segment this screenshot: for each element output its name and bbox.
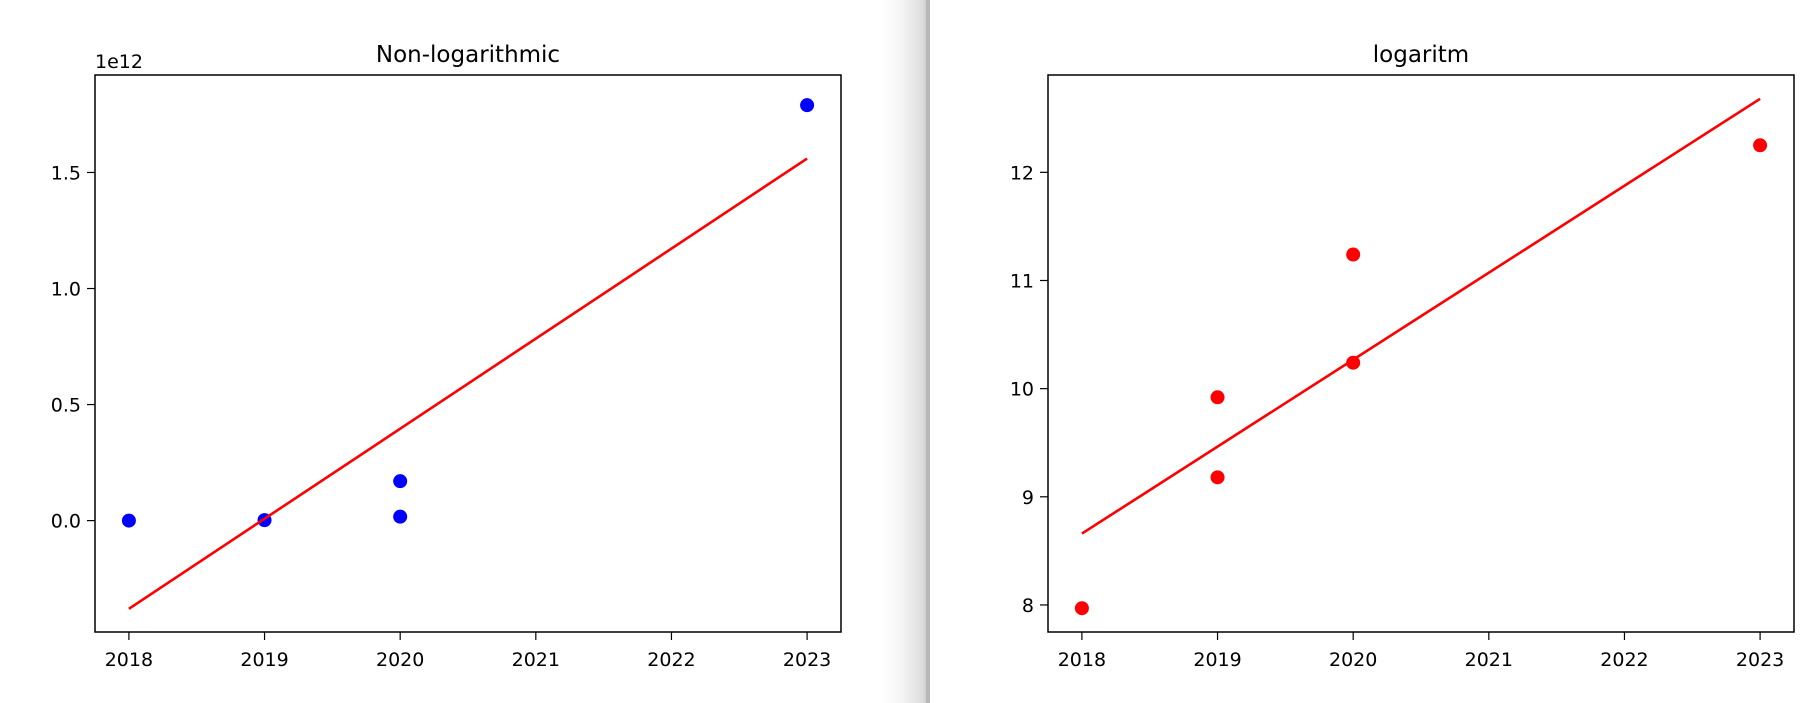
chart2-data-point-6 <box>1753 138 1768 153</box>
chart1-data-point-1 <box>121 513 136 528</box>
chart2-x-tick-label: 2018 <box>1058 649 1106 671</box>
chart2-x-tick-label: 2020 <box>1329 649 1377 671</box>
logarithmic-chart: logaritm 2018 2019 2020 2021 2022 2023 8 9 10 11 12 <box>1010 42 1795 671</box>
chart1-x-tick-label: 2021 <box>512 649 560 671</box>
chart2-title: logaritm <box>1373 42 1469 68</box>
chart1-x-tick-label: 2023 <box>783 649 831 671</box>
chart2-data-point-1 <box>1074 601 1089 616</box>
chart2-data-point-2 <box>1210 390 1225 405</box>
chart1-offset-text: 1e12 <box>95 51 143 73</box>
chart2-data-point-5 <box>1346 355 1361 370</box>
chart1-y-tick-label: 1.5 <box>51 162 81 184</box>
chart1-x-tick-label: 2022 <box>647 649 695 671</box>
chart1-plot-frame <box>94 74 842 633</box>
chart2-data-point-4 <box>1346 247 1361 262</box>
chart1-data-point-3 <box>393 474 408 489</box>
panel-divider-line <box>926 0 930 703</box>
non-logarithmic-chart: Non-logarithmic 1e12 2018 2019 2020 2021 2022 2… <box>51 42 842 671</box>
chart2-y-tick-label: 12 <box>1010 162 1034 184</box>
chart1-data-point-4 <box>393 509 408 524</box>
chart2-plot-frame <box>1047 74 1795 633</box>
chart1-y-tick-label: 1.0 <box>51 279 81 301</box>
chart2-y-tick-label: 10 <box>1010 379 1034 401</box>
panel-divider-shadow <box>882 0 930 703</box>
chart2-data-point-3 <box>1210 470 1225 485</box>
chart2-x-tick-label: 2019 <box>1193 649 1241 671</box>
chart1-y-tick-label: 0.0 <box>51 511 81 533</box>
right-chart-panel: logaritm 2018 2019 2020 2021 2022 2023 8 9 10 11 12 <box>930 0 1820 703</box>
chart2-y-tick-label: 11 <box>1010 270 1034 292</box>
chart1-x-tick-label: 2018 <box>105 649 153 671</box>
chart2-y-tick-label: 9 <box>1022 487 1034 509</box>
chart1-title: Non-logarithmic <box>376 42 560 68</box>
chart1-x-tick-label: 2020 <box>376 649 424 671</box>
chart1-y-tick-label: 0.5 <box>51 395 81 417</box>
chart1-x-tick-label: 2019 <box>240 649 288 671</box>
chart2-x-tick-label: 2023 <box>1736 649 1784 671</box>
chart2-x-tick-label: 2022 <box>1600 649 1648 671</box>
chart2-x-tick-label: 2021 <box>1465 649 1513 671</box>
left-chart-panel: Non-logarithmic 1e12 2018 2019 2020 2021 2022 2… <box>50 42 842 671</box>
chart2-y-tick-label: 8 <box>1022 595 1034 617</box>
chart1-data-point-5 <box>800 98 815 113</box>
chart1-trend-line <box>128 157 808 610</box>
chart2-trend-line <box>1081 97 1761 535</box>
